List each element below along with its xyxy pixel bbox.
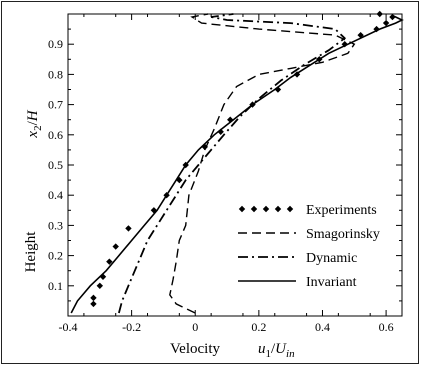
y-tick-label: 0.3 — [48, 218, 63, 232]
y-tick-label: 0.5 — [48, 158, 63, 172]
y-tick-label: 0.6 — [48, 128, 63, 142]
y-tick-label: 0.2 — [48, 249, 63, 263]
x-axis-variable-label: u1/Uin — [258, 341, 295, 360]
legend-label: Dynamic — [306, 251, 357, 266]
series-invariant — [70, 14, 404, 314]
legend-marker — [250, 205, 258, 213]
data-point — [293, 71, 301, 78]
y-tick-label: 0.9 — [48, 37, 63, 51]
legend-item-dynamic: Dynamic — [238, 251, 357, 266]
legend-marker — [286, 205, 294, 213]
data-point — [90, 294, 97, 302]
x-tick-label: 0.2 — [251, 320, 266, 334]
x-tick-label: 0 — [192, 320, 198, 334]
x-tick-label: 0.4 — [315, 320, 330, 334]
legend-marker — [262, 205, 270, 213]
series-smagorinsky — [169, 13, 356, 314]
series-layer — [70, 10, 404, 314]
series-line-smagorinsky — [169, 13, 356, 314]
x-tick-label: 0.6 — [379, 320, 394, 334]
y-tick-label: 0.4 — [48, 188, 63, 202]
legend: Experiments Smagorinsky Dynamic Invariant — [238, 203, 380, 290]
plot-area — [67, 13, 403, 317]
data-point — [357, 31, 364, 39]
y-tick-label: 0.8 — [48, 67, 63, 81]
legend-marker — [238, 205, 246, 213]
data-point — [376, 10, 383, 18]
legend-label: Experiments — [306, 203, 377, 218]
legend-marker — [274, 205, 282, 213]
legend-item-invariant: Invariant — [238, 275, 357, 290]
data-point — [106, 258, 113, 265]
y-tick-label: 0.7 — [48, 98, 63, 112]
y-tick-label: 0.1 — [48, 279, 63, 293]
legend-item-smagorinsky: Smagorinsky — [238, 227, 380, 242]
data-point — [112, 243, 119, 250]
series-line-invariant — [70, 14, 404, 314]
legend-item-experiments: Experiments — [238, 203, 377, 218]
x-axis-word-label: Velocity — [170, 341, 220, 357]
figure-frame — [1, 1, 419, 364]
data-point — [382, 19, 390, 27]
data-point — [96, 282, 104, 289]
legend-label: Smagorinsky — [306, 227, 380, 242]
data-point — [125, 225, 132, 232]
data-point — [90, 300, 97, 308]
y-axis-variable-label: x2/H — [25, 109, 44, 138]
series-line-dynamic — [118, 13, 347, 314]
y-axis-word-label: Height — [23, 231, 39, 273]
legend-label: Invariant — [306, 275, 357, 290]
axis-layer: -0.4 -0.2 0 0.2 0.4 0.6 0.1 0.2 0.3 0.4 0.5 0.6 0.7 0… — [48, 14, 402, 334]
x-tick-label: -0.4 — [59, 320, 78, 334]
x-tick-label: -0.2 — [122, 320, 141, 334]
plot-border — [67, 13, 403, 317]
data-point — [341, 41, 348, 48]
series-dynamic — [118, 13, 347, 314]
